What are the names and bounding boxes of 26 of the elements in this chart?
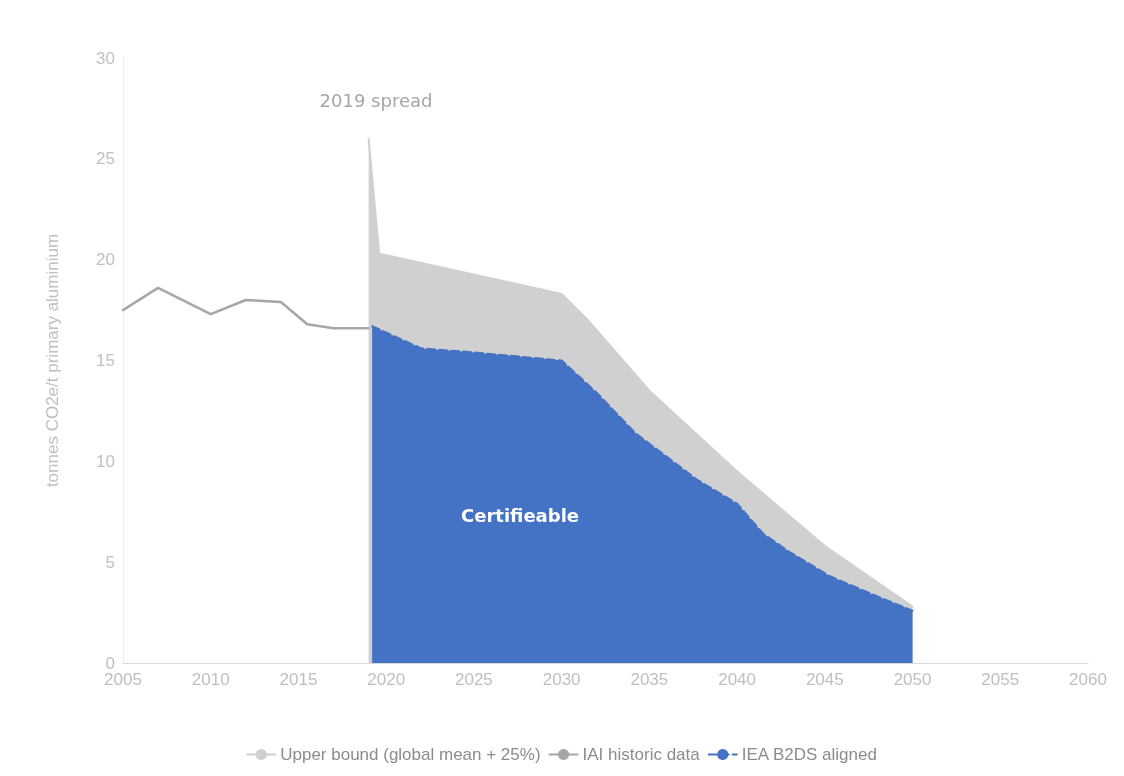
x-tick-label: 2035 [630,670,669,689]
y-tick-label: 0 [105,653,115,673]
x-tick-label: 2060 [1069,670,1107,689]
legend-label: Upper bound (global mean + 25%) [280,745,541,764]
x-tick-label: 2010 [191,670,230,689]
y-tick-label: 15 [96,351,115,370]
y-tick-label: 10 [96,451,115,471]
legend-label: IAI historic data [582,745,701,764]
annotation: Certifieable [460,504,580,526]
x-tick-label: 2020 [367,670,406,689]
legend-label: IEA B2DS aligned [741,745,877,764]
x-tick-label: 2005 [104,670,142,689]
x-tick-label: 2030 [542,670,581,689]
x-tick-label: 2050 [893,670,932,689]
x-tick-label: 2045 [805,670,844,689]
y-tick-label: 20 [96,250,115,270]
x-tick-label: 2025 [455,670,493,689]
y-axis-title: tonnes CO2e/t primary aluminium [43,233,62,488]
x-tick-label: 2015 [279,670,318,689]
line-series [121,286,370,330]
annotation: 2019 spread [319,89,433,111]
x-tick-label: 2040 [718,670,756,689]
y-tick-label: 25 [96,149,115,169]
x-tick-label: 2055 [981,670,1020,689]
y-tick-label: 5 [105,552,115,572]
y-tick-label: 30 [96,48,115,68]
